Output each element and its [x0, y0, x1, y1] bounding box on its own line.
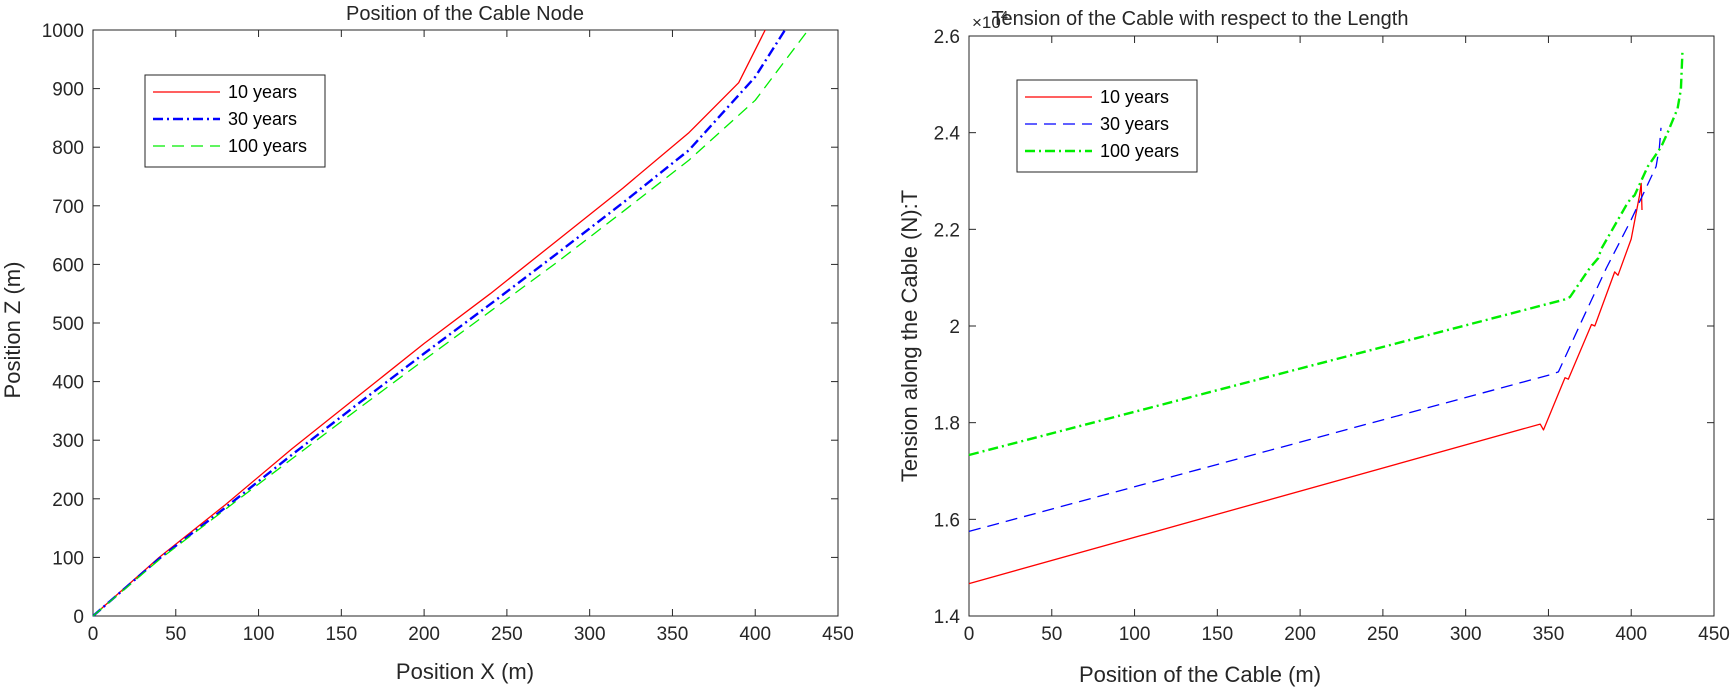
legend-label: 100 years: [1100, 141, 1179, 161]
y-tick-label: 100: [52, 548, 84, 569]
exponent-base: ×10: [972, 13, 1001, 32]
chart-title: Position of the Cable Node: [346, 3, 584, 25]
legend: 10 years 30 years 100 years: [144, 74, 326, 168]
y-tick-label: 300: [52, 431, 84, 452]
legend-label: 10 years: [228, 82, 297, 102]
y-tick-label: 900: [52, 80, 84, 101]
x-tick-label: 300: [1450, 624, 1482, 645]
y-axis-label: Position Z (m): [0, 262, 25, 399]
x-tick-label: 450: [1698, 624, 1730, 645]
x-tick-label: 50: [1041, 624, 1062, 645]
x-tick-label: 100: [1119, 624, 1151, 645]
legend-box: [1016, 79, 1198, 173]
chart-tension-cable: Tension of the Cable with respect to the…: [897, 8, 1730, 687]
chart-title: Tension of the Cable with respect to the…: [992, 8, 1409, 30]
x-axis-label: Position X (m): [396, 659, 534, 684]
y-tick-label: 1.6: [934, 510, 960, 531]
x-tick-label: 100: [243, 624, 275, 645]
x-tick-label: 0: [88, 624, 99, 645]
legend-label: 30 years: [228, 109, 297, 129]
x-tick-label: 250: [491, 624, 523, 645]
x-tick-label: 250: [1367, 624, 1399, 645]
exponent-power: 4: [1001, 8, 1008, 23]
legend-label: 100 years: [228, 136, 307, 156]
y-tick-label: 2.4: [934, 124, 961, 145]
x-tick-label: 400: [739, 624, 771, 645]
x-tick-label: 150: [1201, 624, 1233, 645]
legend-box: [144, 74, 326, 168]
chart-position-cable-node: Position of the Cable Node Position X (m…: [0, 3, 854, 684]
y-axis-label: Tension along the Cable (N):T: [897, 190, 922, 482]
y-tick-label: 600: [52, 255, 84, 276]
y-tick-label: 200: [52, 490, 84, 511]
y-tick-label: 2.2: [934, 220, 960, 241]
x-tick-label: 450: [822, 624, 854, 645]
legend-label: 30 years: [1100, 114, 1169, 134]
series-line-10-years: [92, 29, 766, 617]
x-tick-label: 200: [1284, 624, 1316, 645]
x-tick-label: 350: [1533, 624, 1565, 645]
legend-label: 10 years: [1100, 87, 1169, 107]
x-tick-label: 350: [657, 624, 689, 645]
x-tick-label: 200: [408, 624, 440, 645]
x-axis-label: Position of the Cable (m): [1079, 662, 1321, 687]
y-tick-label: 1.8: [934, 414, 960, 435]
y-tick-label: 2.6: [934, 27, 960, 48]
y-tick-label: 1000: [42, 21, 84, 42]
y-tick-label: 1.4: [934, 607, 961, 628]
x-tick-label: 50: [165, 624, 186, 645]
series-line-100-years: [92, 29, 809, 617]
series-line-30-years: [968, 127, 1662, 533]
y-tick-label: 2: [949, 317, 960, 338]
y-tick-label: 800: [52, 138, 84, 159]
series-line-30-years: [92, 29, 787, 617]
series-line-10-years: [968, 182, 1643, 585]
y-axis-exponent: ×104: [972, 8, 1008, 32]
y-tick-label: 700: [52, 197, 84, 218]
legend: 10 years 30 years 100 years: [1016, 79, 1198, 173]
x-tick-label: 300: [574, 624, 606, 645]
x-tick-label: 400: [1615, 624, 1647, 645]
y-tick-label: 500: [52, 314, 84, 335]
y-tick-label: 400: [52, 373, 84, 394]
x-tick-label: 0: [964, 624, 975, 645]
y-tick-label: 0: [73, 607, 84, 628]
x-tick-label: 150: [325, 624, 357, 645]
